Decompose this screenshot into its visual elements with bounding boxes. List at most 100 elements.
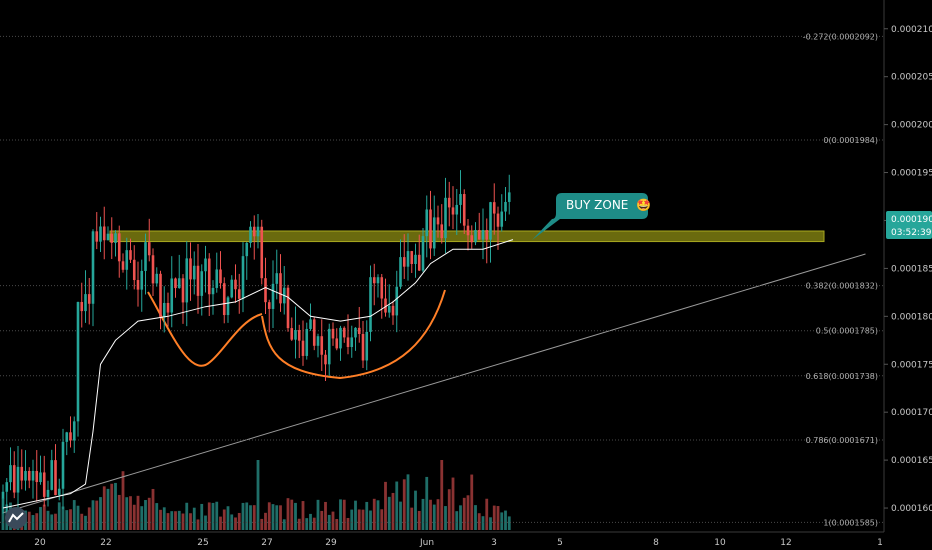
candle-body: [106, 233, 110, 241]
volume-bar: [504, 510, 507, 530]
candle-body: [200, 271, 204, 296]
fib-level-label: 0.786(0.0001671): [806, 436, 878, 445]
candle-body: [440, 224, 444, 239]
volume-bar: [282, 519, 286, 530]
candle-body: [309, 319, 312, 329]
candle-body: [219, 269, 222, 284]
candle-body: [65, 432, 69, 442]
volume-bar: [114, 482, 117, 530]
fib-level-label: 1(0.0001585): [823, 518, 878, 527]
candle-body: [110, 233, 114, 243]
volume-bar: [211, 502, 215, 530]
fib-retracement[interactable]: -0.272(0.0002092) 0(0.0001984) 0.382(0.000…: [0, 32, 884, 527]
buy-zone-callout[interactable]: BUY ZONE 🤩: [532, 193, 651, 240]
volume-bar: [301, 501, 305, 530]
candle-body: [245, 242, 249, 257]
candle-body: [417, 254, 421, 271]
volume-bar: [297, 518, 301, 530]
svg-text:BUY ZONE 🤩: BUY ZONE 🤩: [566, 198, 651, 212]
volume-bar: [365, 501, 369, 530]
volume-bar: [455, 511, 459, 530]
candle-body: [492, 202, 496, 214]
candle-body: [185, 258, 189, 303]
candle-body: [384, 298, 387, 313]
candle-body: [215, 269, 219, 288]
candle-body: [252, 226, 256, 237]
candle-body: [69, 432, 72, 441]
time-tick-label: 12: [780, 538, 791, 548]
volume-bar: [57, 502, 61, 530]
tradingview-logo-icon[interactable]: [5, 507, 27, 529]
volume-bar: [376, 500, 380, 530]
candle-body: [72, 421, 76, 441]
candle-body: [496, 213, 500, 227]
volume-bar: [384, 481, 387, 530]
volume-bar: [144, 500, 147, 530]
candle-body: [275, 273, 279, 284]
candle-body: [177, 278, 181, 289]
candle-body: [279, 273, 282, 304]
volume-bar: [245, 502, 249, 530]
candle-body: [436, 217, 440, 225]
volume-bar: [380, 509, 384, 530]
volume-bar: [110, 483, 114, 530]
time-tick-label: 20: [34, 538, 46, 548]
volume-bar: [140, 506, 144, 530]
candle-body: [84, 294, 87, 312]
candle-body: [129, 250, 132, 260]
trendline[interactable]: [2, 253, 866, 514]
time-tick-label: 29: [325, 538, 337, 548]
volume-bar: [466, 495, 470, 530]
candle-body: [31, 470, 35, 481]
candle-body: [256, 226, 260, 237]
candle-body: [121, 261, 125, 270]
candle-body: [507, 192, 511, 202]
candle-body: [264, 278, 267, 303]
cup-pattern-right[interactable]: [261, 289, 446, 380]
candle-body: [99, 226, 102, 242]
volume-bar: [402, 479, 406, 530]
volume-bars: [1, 460, 511, 530]
candle-body: [189, 258, 192, 280]
time-tick-label: 1: [877, 538, 883, 548]
candle-body: [335, 338, 339, 349]
candle-body: [147, 242, 151, 256]
time-tick-label: 3: [491, 538, 497, 548]
volume-bar: [200, 503, 204, 530]
candle-body: [16, 466, 20, 493]
candle-body: [271, 283, 275, 309]
candle-body: [342, 327, 346, 338]
candle-body: [455, 204, 459, 215]
time-tick-label: 25: [197, 538, 208, 548]
candle-body: [470, 235, 474, 243]
volume-bar: [444, 506, 447, 530]
candle-body: [361, 334, 365, 361]
volume-bar: [459, 505, 462, 530]
candle-body: [151, 255, 155, 284]
volume-bar: [234, 517, 237, 530]
volume-bar: [417, 510, 421, 530]
volume-bar: [35, 513, 39, 530]
volume-bar: [117, 494, 121, 530]
time-axis[interactable]: 20 22 25 27 29 Jun 3 5 8 10 12 1: [0, 531, 884, 548]
volume-bar: [507, 516, 511, 530]
candle-body: [54, 460, 57, 496]
candle-body: [312, 319, 316, 346]
candle-body: [61, 441, 65, 489]
candle-body: [429, 209, 432, 249]
volume-bar: [342, 499, 346, 530]
cup-pattern-left[interactable]: [147, 291, 263, 367]
volume-bar: [99, 497, 102, 530]
time-tick-label: 10: [714, 538, 726, 548]
candle-body: [395, 286, 399, 316]
candlesticks: [1, 170, 511, 514]
volume-bar: [249, 505, 252, 530]
candle-body: [204, 258, 207, 272]
